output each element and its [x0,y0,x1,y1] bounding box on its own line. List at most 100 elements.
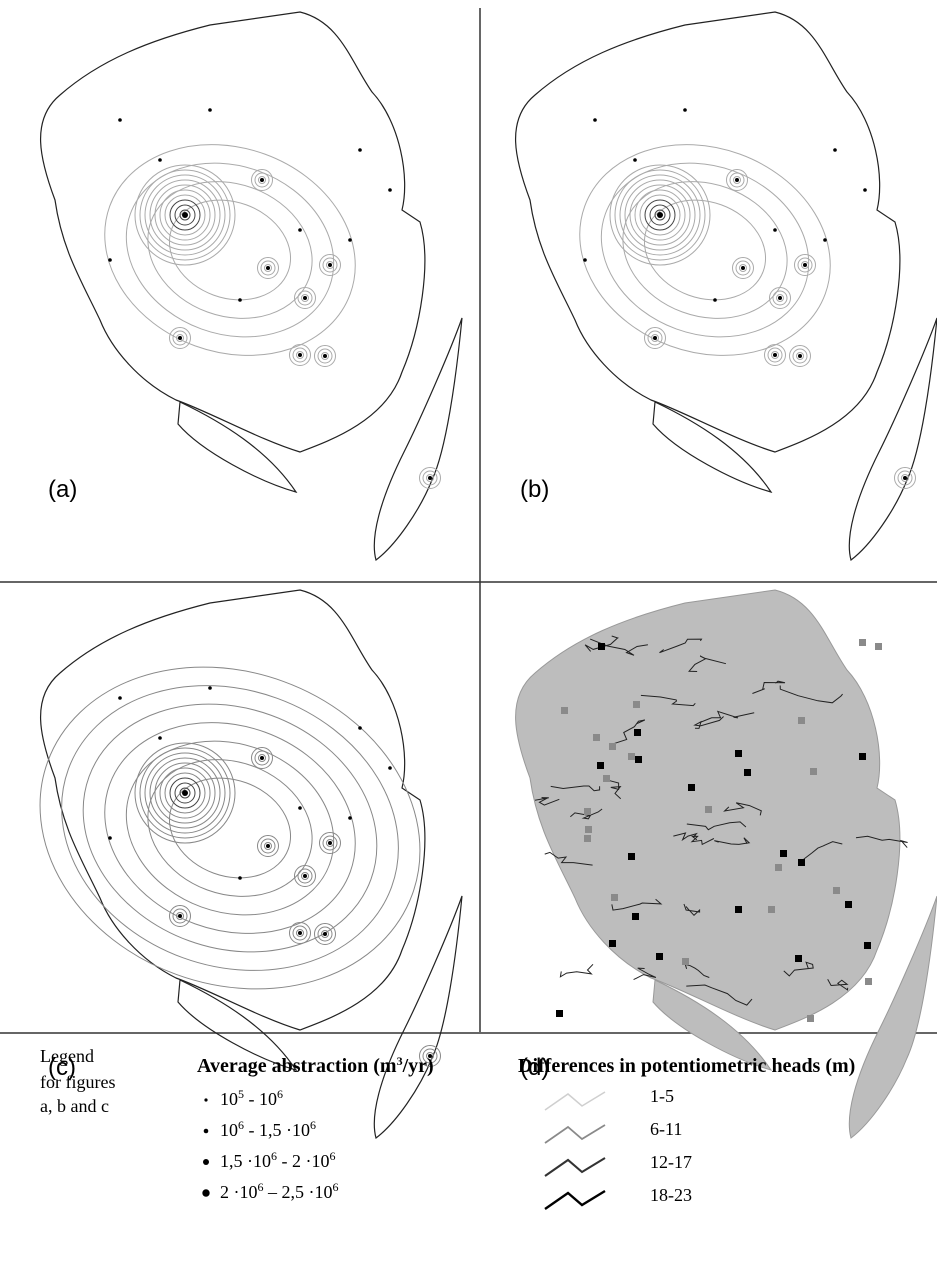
legend-text: 106 - 1,5 ·106 [220,1118,316,1140]
well [903,476,907,480]
contour [624,179,696,251]
legend-line [544,1189,606,1210]
contour [258,754,266,762]
stream [693,716,724,729]
contour [176,912,184,920]
well [182,790,188,796]
contour [168,199,292,301]
text-segment: - 2 ·10 [277,1151,330,1171]
contour [901,474,909,482]
well [735,178,739,182]
contour [419,1045,441,1067]
contour [644,199,676,231]
superscript: 6 [333,1180,339,1194]
well [358,148,362,152]
contour [726,169,748,191]
panel-label: (a) [48,476,77,503]
contour [154,762,216,824]
contour [176,334,184,342]
well [158,736,162,740]
well [303,874,307,878]
well [303,296,307,300]
text-segment: 10 [220,1089,238,1109]
contour [139,747,231,839]
map-panel: (c) [39,589,463,1139]
well [260,756,264,760]
contour [154,184,216,246]
contour [169,199,201,231]
contour [419,467,441,489]
contour [772,290,788,306]
contour [139,169,231,261]
well [178,914,182,918]
well [118,118,122,122]
contour [260,260,276,276]
well [773,353,777,357]
contour [292,925,308,941]
well [803,263,807,267]
contour [619,174,701,256]
well [863,188,867,192]
cell [833,887,840,894]
stream [779,685,843,704]
contour [326,261,334,269]
cell [584,835,591,842]
panel-label: (b) [520,476,549,503]
contour [317,926,333,942]
well [182,212,188,218]
contour [301,872,309,880]
contour [292,347,308,363]
contour [39,666,421,990]
well [298,806,302,810]
contour [797,257,813,273]
well [741,266,745,270]
contour [174,204,196,226]
cell [865,978,872,985]
stream [783,961,814,977]
panel-label: (c) [48,1054,76,1081]
contour [169,777,201,809]
well [298,228,302,232]
superscript: 6 [330,1149,336,1163]
well [323,932,327,936]
cell [635,756,642,763]
coastline [39,589,426,1031]
text-segment: Average abstraction (m [197,1055,397,1077]
contour [897,470,913,486]
stream [690,835,715,846]
legend-label: 1-5 [650,1086,674,1106]
coastline [652,401,772,493]
legend-title: Differences in potentiometric heads (m) [518,1055,855,1077]
contour [257,835,279,857]
legend-text: 105 - 106 [220,1087,283,1109]
contour [164,194,206,236]
map-panel: (a) [39,11,463,561]
well [653,336,657,340]
cell [744,769,751,776]
well [118,696,122,700]
well [428,1054,432,1058]
stream [633,967,657,981]
well [388,766,392,770]
superscript: 6 [271,1149,277,1163]
contour [776,294,784,302]
well [328,263,332,267]
cell [845,901,852,908]
stream [723,802,762,816]
stream [686,821,747,831]
stream [610,719,646,746]
well [238,298,242,302]
legend-symbol [202,1189,210,1197]
panel-label: (d) [520,1054,549,1081]
contour [294,865,316,887]
well [823,238,827,242]
stream [589,638,648,656]
legend-line [544,1091,606,1111]
cell [597,762,604,769]
contour [258,176,266,184]
well [208,686,212,690]
contour [771,351,779,359]
legend-label: 12-17 [650,1152,692,1172]
contour [260,838,276,854]
contour [254,750,270,766]
